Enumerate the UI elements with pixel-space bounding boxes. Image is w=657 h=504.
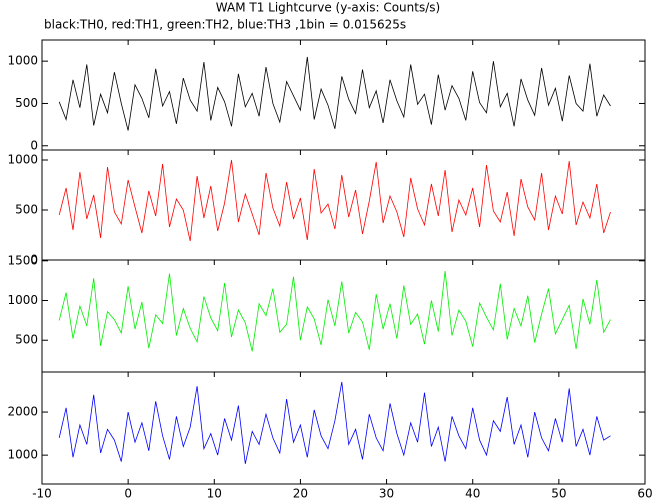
x-tick-label: 0: [124, 487, 132, 501]
x-tick-label: 30: [379, 487, 394, 501]
y-tick-label: 1000: [7, 448, 38, 462]
y-tick-label: 1000: [7, 293, 38, 307]
lightcurve: [58, 271, 611, 352]
chart-title: WAM T1 Lightcurve (y-axis: Counts/s): [216, 1, 440, 15]
y-tick-label: 500: [15, 96, 38, 110]
y-tick-label: 500: [15, 203, 38, 217]
x-tick-label: 60: [637, 487, 652, 501]
lightcurve: [58, 381, 611, 464]
panel-frame: [41, 39, 646, 151]
y-tick-label: 0: [30, 253, 38, 267]
x-tick-label: -10: [32, 487, 52, 501]
x-tick-label: 50: [551, 487, 566, 501]
x-tick-label: 40: [465, 487, 480, 501]
panel-frame: [41, 149, 646, 261]
y-tick-label: 2000: [7, 405, 38, 419]
y-tick-label: 1000: [7, 54, 38, 68]
x-tick-label: 10: [207, 487, 222, 501]
panel-frame: [41, 371, 646, 485]
chart-subtitle: black:TH0, red:TH1, green:TH2, blue:TH3 …: [44, 18, 406, 32]
lightcurve: [58, 56, 611, 131]
lightcurve: [58, 159, 611, 242]
y-tick-label: 1500: [7, 253, 38, 267]
y-tick-label: 0: [30, 138, 38, 152]
y-tick-label: 500: [15, 333, 38, 347]
x-tick-label: 20: [293, 487, 308, 501]
panel-frame: [41, 259, 646, 373]
y-tick-label: 1000: [7, 153, 38, 167]
